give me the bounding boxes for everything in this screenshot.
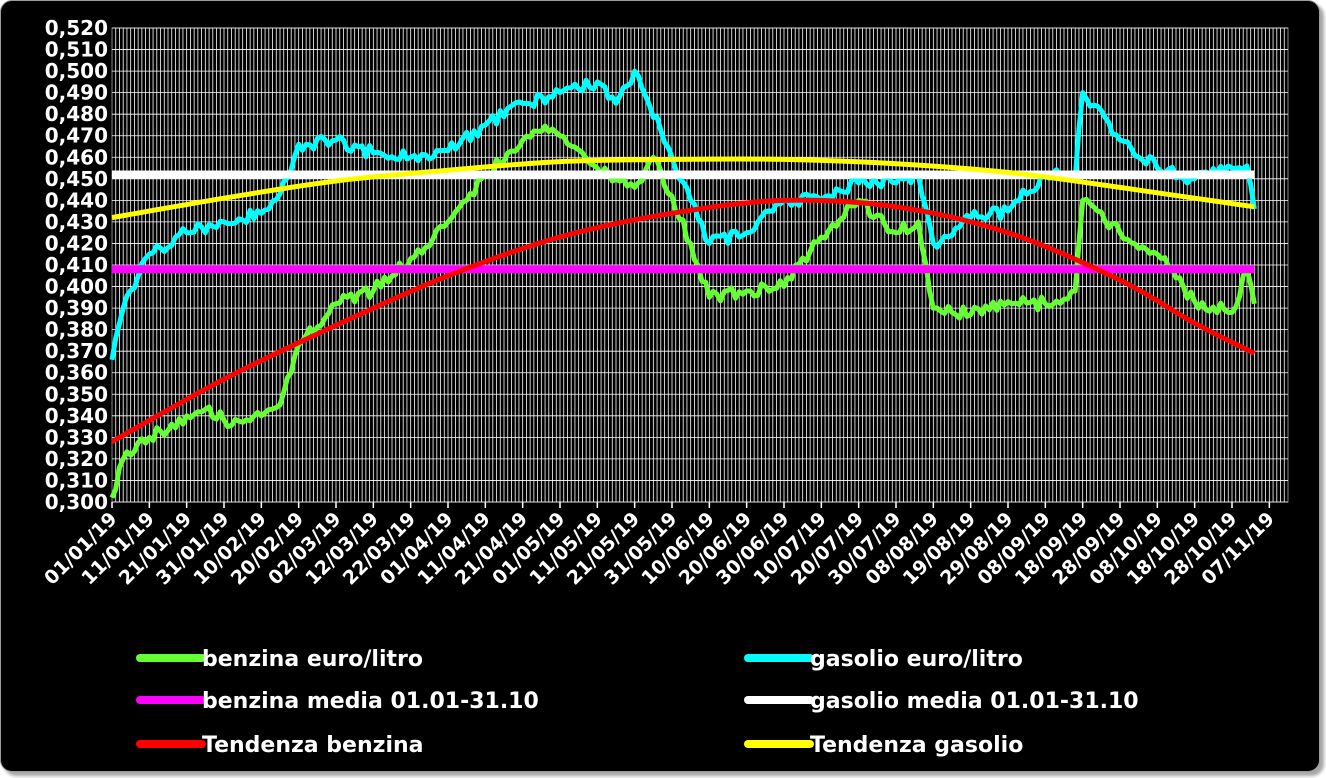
y-tick-label: 0,520 — [45, 16, 108, 40]
series-line-5 — [111, 156, 1255, 221]
y-tick-label: 0,410 — [45, 253, 108, 277]
series-lines — [109, 68, 1257, 499]
y-tick-label: 0,480 — [45, 102, 108, 126]
legend-label: benzina euro/litro — [202, 647, 423, 672]
y-tick-label: 0,310 — [45, 468, 108, 492]
legend-label: gasolio euro/litro — [810, 647, 1023, 672]
y-tick-label: 0,390 — [45, 296, 108, 320]
legend: benzina euro/litro gasolio euro/litro benz… — [136, 647, 1139, 758]
y-tick-label: 0,360 — [45, 361, 108, 385]
series-line-4 — [110, 197, 1256, 444]
legend-label: Tendenza gasolio — [810, 733, 1023, 758]
x-axis: 01/01/1911/01/1921/01/1931/01/1910/02/19… — [40, 502, 1279, 589]
y-tick-label: 0,330 — [45, 425, 108, 449]
y-tick-label: 0,420 — [45, 231, 108, 255]
y-tick-label: 0,300 — [45, 490, 108, 514]
y-tick-label: 0,470 — [45, 124, 108, 148]
y-tick-label: 0,450 — [45, 167, 108, 191]
y-tick-label: 0,380 — [45, 318, 108, 342]
y-tick-label: 0,500 — [45, 59, 108, 83]
y-tick-label: 0,340 — [45, 404, 108, 428]
y-tick-label: 0,370 — [45, 339, 108, 363]
y-tick-label: 0,460 — [45, 145, 108, 169]
y-tick-label: 0,440 — [45, 188, 108, 212]
y-tick-label: 0,320 — [45, 447, 108, 471]
y-tick-label: 0,430 — [45, 210, 108, 234]
y-tick-label: 0,510 — [45, 38, 108, 62]
legend-label: gasolio media 01.01-31.10 — [810, 689, 1139, 714]
legend-label: benzina media 01.01-31.10 — [202, 689, 539, 714]
y-axis: 0,3000,3100,3200,3300,3400,3500,3600,370… — [45, 16, 108, 514]
y-tick-label: 0,350 — [45, 382, 108, 406]
y-tick-label: 0,490 — [45, 81, 108, 105]
y-tick-label: 0,400 — [45, 275, 108, 299]
legend-label: Tendenza benzina — [202, 733, 424, 758]
